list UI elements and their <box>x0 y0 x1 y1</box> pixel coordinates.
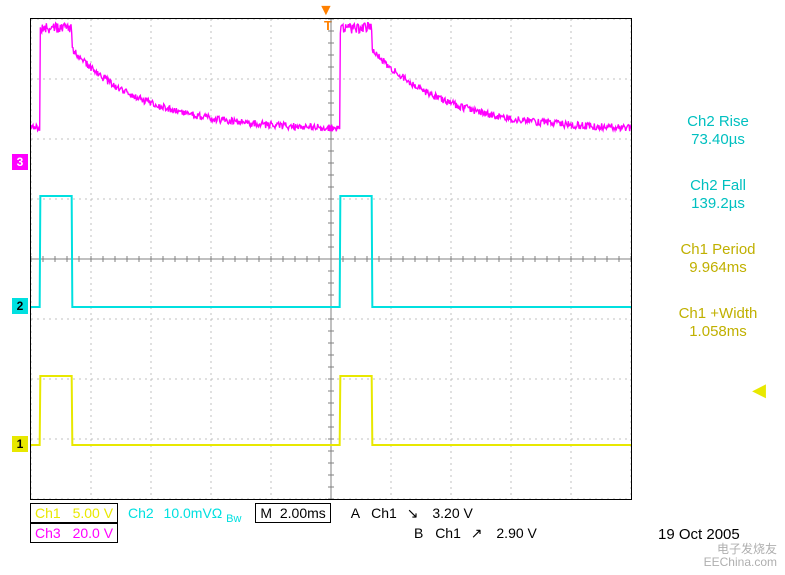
watermark: 电子发烧友 EEChina.com <box>704 543 777 569</box>
measurement-label: Ch1 Period <box>643 241 785 259</box>
falling-edge-icon: ↘ <box>407 505 419 521</box>
trigger-level-arrow: ◀ <box>752 380 766 401</box>
trigger-a-src: Ch1 <box>371 505 397 521</box>
ch1-scale: 5.00 V <box>73 505 113 521</box>
timebase-box: M 2.00ms <box>255 503 330 523</box>
measurement-readout: Ch2 Rise73.40µs <box>643 113 785 149</box>
ch3-scale-box: Ch3 20.0 V <box>30 523 118 543</box>
capture-date: 19 Oct 2005 <box>658 526 740 543</box>
measurement-value: 9.964ms <box>643 259 785 277</box>
ch1-label: Ch1 <box>35 505 61 521</box>
trigger-a-seg: A Ch1 ↘ 3.20 V <box>351 503 473 523</box>
measurement-value: 1.058ms <box>643 323 785 341</box>
ch3-scale: 20.0 V <box>73 525 113 541</box>
timebase-label: M <box>260 505 272 521</box>
ch2-label: Ch2 <box>128 505 154 521</box>
trigger-b-level: 2.90 V <box>496 525 536 541</box>
trigger-a-level: 3.20 V <box>432 505 472 521</box>
ch2-scale: 10.0mVΩ <box>164 505 223 521</box>
ch1-scale-box: Ch1 5.00 V <box>30 503 118 523</box>
trigger-b-seg: B Ch1 ↗ 2.90 V <box>414 523 537 543</box>
measurement-value: 139.2µs <box>643 195 785 213</box>
measurement-readout: Ch1 Period9.964ms <box>643 241 785 277</box>
waveform-svg <box>31 19 631 499</box>
trigger-a-label: A <box>351 505 360 521</box>
ch3-label: Ch3 <box>35 525 61 541</box>
watermark-line2: EEChina.com <box>704 556 777 569</box>
trigger-b-src: Ch1 <box>435 525 461 541</box>
timebase-value: 2.00ms <box>280 505 326 521</box>
bottom-row-1: Ch1 5.00 V Ch2 10.0mVΩ Bw M 2.00ms A Ch1… <box>30 503 770 523</box>
ch1-marker: 1 <box>12 436 28 452</box>
plot-area <box>30 18 632 500</box>
ch2-marker: 2 <box>12 298 28 314</box>
measurement-panel: Ch2 Rise73.40µs Ch2 Fall139.2µs Ch1 Period… <box>643 113 785 369</box>
ch3-marker: 3 <box>12 154 28 170</box>
measurement-value: 73.40µs <box>643 131 785 149</box>
trigger-b-label: B <box>414 525 423 541</box>
measurement-label: Ch1 +Width <box>643 305 785 323</box>
watermark-line1: 电子发烧友 <box>704 543 777 556</box>
measurement-readout: Ch2 Fall139.2µs <box>643 177 785 213</box>
measurement-readout: Ch1 +Width1.058ms <box>643 305 785 341</box>
oscilloscope-screenshot: ▼ T 3 2 1 ◀ Ch2 Rise73.40µsCh2 Fall139.2… <box>18 18 768 558</box>
rising-edge-icon: ↗ <box>471 525 483 541</box>
measurement-label: Ch2 Fall <box>643 177 785 195</box>
measurement-label: Ch2 Rise <box>643 113 785 131</box>
